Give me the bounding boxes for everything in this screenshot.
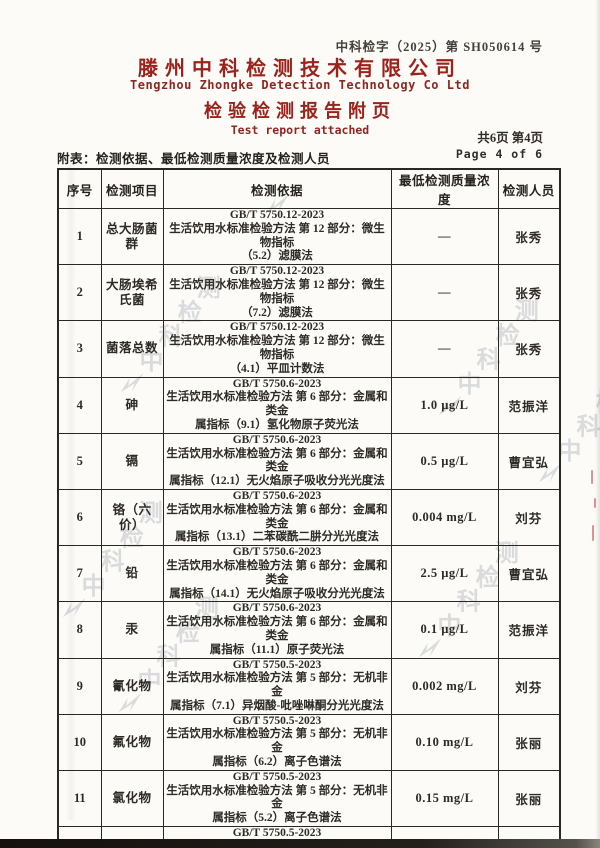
row-serial: 5 [57, 432, 102, 490]
col-header-personnel: 检测人员 [497, 168, 561, 209]
table-row: 1 总大肠菌 群 GB/T 5750.12-2023 生活饮用水标准检验方法 第… [57, 207, 561, 266]
scan-speck [592, 525, 594, 541]
row-person: 张秀 [497, 264, 561, 322]
row-person: 张秀 [497, 207, 561, 266]
col-header-basis: 检测依据 [162, 168, 392, 209]
row-serial: 6 [57, 488, 102, 547]
row-serial: 4 [57, 376, 102, 434]
row-person: 张丽 [497, 769, 561, 828]
row-item: 氯化物 [100, 769, 164, 828]
page-indicator-cn: 共6页 第4页 [477, 131, 543, 145]
row-serial: 2 [57, 264, 102, 322]
row-value: 0.1 µg/L [390, 601, 499, 659]
row-serial: 1 [57, 207, 102, 266]
scan-speck [591, 470, 593, 484]
row-basis: GB/T 5750.12-2023 生活饮用水标准检验方法 第 12 部分：微生… [162, 207, 392, 266]
row-value: 0.15 mg/L [390, 769, 499, 828]
table-row: 4 砷 GB/T 5750.6-2023 生活饮用水标准检验方法 第 6 部分：… [57, 376, 561, 434]
row-serial: 7 [57, 545, 102, 603]
table-row: 3 菌落总数 GB/T 5750.12-2023 生活饮用水标准检验方法 第 1… [57, 320, 561, 378]
row-serial: 8 [57, 601, 102, 659]
watermark-char: 中 [557, 439, 582, 466]
scan-bottom-edge [0, 839, 600, 848]
row-serial: 3 [57, 320, 102, 378]
row-person: 曹宜弘 [497, 545, 561, 603]
row-person: 曹宜弘 [497, 432, 561, 490]
document-number: 中科检字（2025）第 SH050614 号 [335, 40, 543, 54]
scan-speck [594, 498, 596, 508]
row-basis: GB/T 5750.5-2023 生活饮用水标准检验方法 第 5 部分：无机非金… [162, 769, 392, 828]
row-basis: GB/T 5750.5-2023 生活饮用水标准检验方法 第 5 部分：无机非金… [162, 657, 392, 715]
row-item: 氰化物 [100, 657, 164, 715]
table-row: 6 铬（六价） GB/T 5750.6-2023 生活饮用水标准检验方法 第 6… [57, 488, 561, 547]
table-row: 10 氟化物 GB/T 5750.5-2023 生活饮用水标准检验方法 第 5 … [57, 713, 561, 771]
row-item: 总大肠菌 群 [100, 207, 164, 266]
row-basis: GB/T 5750.5-2023 生活饮用水标准检验方法 第 5 部分：无机非金… [162, 713, 392, 771]
row-value: 0.10 mg/L [390, 713, 499, 771]
col-header-serial: 序号 [57, 168, 102, 209]
table-row: 11 氯化物 GB/T 5750.5-2023 生活饮用水标准检验方法 第 5 … [57, 769, 561, 828]
page-indicator: 共6页 第4页 Page 4 of 6 [456, 130, 543, 162]
col-header-min-concentration: 最低检测质量浓度 [390, 168, 499, 209]
row-serial: 9 [57, 657, 102, 715]
row-person: 刘芬 [497, 488, 561, 547]
table-caption: 附表：检测依据、最低检测质量浓度及检测人员 [57, 152, 331, 166]
row-item: 镉 [100, 432, 164, 490]
company-name-en: Tengzhou Zhongke Detection Technology Co… [130, 78, 470, 92]
page-indicator-en: Page 4 of 6 [455, 147, 543, 161]
row-value: 0.004 mg/L [390, 488, 499, 547]
company-name-cn: 滕州中科检测技术有限公司 [138, 58, 462, 80]
row-basis: GB/T 5750.6-2023 生活饮用水标准检验方法 第 6 部分：金属和类… [162, 545, 392, 603]
report-title-en: Test report attached [230, 123, 370, 137]
table-row: 8 汞 GB/T 5750.6-2023 生活饮用水标准检验方法 第 6 部分：… [57, 601, 561, 659]
row-item: 大肠埃希 氏菌 [100, 264, 164, 322]
row-value: — [390, 264, 499, 322]
row-item: 铬（六价） [100, 488, 164, 547]
table-header-row: 序号 检测项目 检测依据 最低检测质量浓度 检测人员 [57, 168, 561, 209]
row-value: — [390, 207, 499, 266]
row-basis: GB/T 5750.12-2023 生活饮用水标准检验方法 第 12 部分：微生… [162, 320, 392, 378]
table-row: 2 大肠埃希 氏菌 GB/T 5750.12-2023 生活饮用水标准检验方法 … [57, 264, 561, 322]
row-basis: GB/T 5750.6-2023 生活饮用水标准检验方法 第 6 部分：金属和类… [162, 601, 392, 659]
row-serial: 10 [57, 713, 102, 771]
table-row: 9 氰化物 GB/T 5750.5-2023 生活饮用水标准检验方法 第 5 部… [57, 657, 561, 715]
row-item: 铅 [100, 545, 164, 603]
report-title-cn: 检验检测报告附页 [204, 101, 396, 121]
row-item: 菌落总数 [100, 320, 164, 378]
row-person: 张秀 [497, 320, 561, 378]
table-row: 7 铅 GB/T 5750.6-2023 生活饮用水标准检验方法 第 6 部分：… [57, 545, 561, 603]
row-value: 1.0 µg/L [390, 376, 499, 434]
row-person: 范振洋 [497, 601, 561, 659]
row-value: 2.5 µg/L [390, 545, 499, 603]
row-item: 汞 [100, 601, 164, 659]
row-person: 范振洋 [497, 376, 561, 434]
row-value: 0.5 µg/L [390, 432, 499, 490]
row-person: 张丽 [497, 713, 561, 771]
table-row: 5 镉 GB/T 5750.6-2023 生活饮用水标准检验方法 第 6 部分：… [57, 432, 561, 490]
row-basis: GB/T 5750.6-2023 生活饮用水标准检验方法 第 6 部分：金属和类… [162, 488, 392, 547]
row-basis: GB/T 5750.6-2023 生活饮用水标准检验方法 第 6 部分：金属和类… [162, 432, 392, 490]
scan-edge-shadow [595, 0, 600, 848]
row-basis: GB/T 5750.6-2023 生活饮用水标准检验方法 第 6 部分：金属和类… [162, 376, 392, 434]
row-value: 0.002 mg/L [390, 657, 499, 715]
col-header-item: 检测项目 [100, 168, 164, 209]
row-serial: 11 [57, 769, 102, 828]
row-basis: GB/T 5750.12-2023 生活饮用水标准检验方法 第 12 部分：微生… [162, 264, 392, 322]
row-item: 氟化物 [100, 713, 164, 771]
test-basis-table: 序号 检测项目 检测依据 最低检测质量浓度 检测人员 1 总大肠菌 群 GB/T… [57, 168, 561, 848]
row-value: — [390, 320, 499, 378]
row-item: 砷 [100, 376, 164, 434]
row-person: 刘芬 [497, 657, 561, 715]
